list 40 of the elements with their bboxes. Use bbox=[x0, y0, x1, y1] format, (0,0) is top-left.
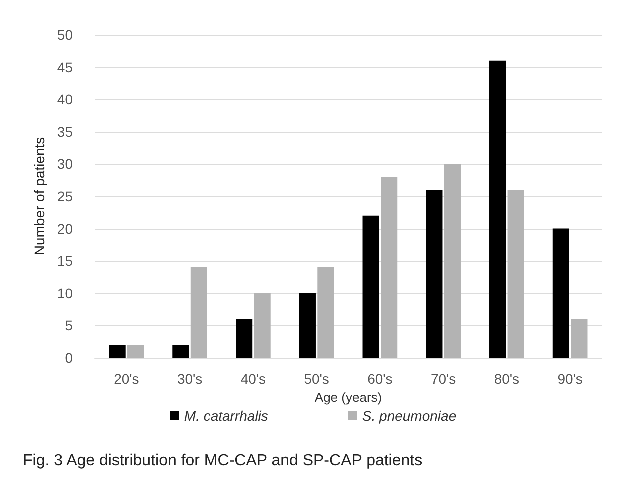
y-tick-label: 35 bbox=[57, 124, 74, 140]
y-tick-label: 10 bbox=[57, 285, 74, 302]
bar bbox=[571, 319, 588, 358]
bar bbox=[552, 228, 570, 358]
bar bbox=[190, 268, 208, 358]
x-axis-title: Age (years) bbox=[314, 390, 382, 405]
y-tick-label: 0 bbox=[65, 350, 74, 366]
bar bbox=[490, 60, 506, 358]
y-tick-label: 25 bbox=[57, 188, 74, 204]
y-axis-title: Number of patients bbox=[32, 137, 48, 256]
text: Fig. 3 Age distribution for MC-CAP and SP-CAP patients bbox=[23, 452, 423, 470]
x-tick-label: 70's bbox=[430, 371, 456, 387]
bar bbox=[444, 164, 461, 358]
bar bbox=[299, 293, 316, 358]
y-tick-label: 15 bbox=[57, 253, 74, 270]
x-tick-label: 40's bbox=[240, 371, 266, 387]
x-tick-label: 30's bbox=[177, 371, 203, 387]
legend-label: M. catarrhalis bbox=[184, 408, 268, 424]
x-tick-label: 20's bbox=[114, 371, 140, 387]
bar bbox=[426, 190, 443, 358]
bar bbox=[508, 190, 524, 358]
x-tick-label: 50's bbox=[304, 371, 330, 387]
y-tick-label: 5 bbox=[65, 318, 74, 334]
bar bbox=[172, 345, 190, 358]
y-tick-label: 40 bbox=[57, 92, 74, 108]
y-tick-label: 50 bbox=[57, 27, 74, 43]
bar bbox=[109, 345, 126, 358]
legend-label: S. pneumoniae bbox=[362, 408, 457, 424]
y-tick-label: 30 bbox=[57, 156, 74, 172]
x-tick-label: 90's bbox=[558, 371, 583, 387]
bar bbox=[236, 319, 253, 358]
bar bbox=[381, 177, 398, 358]
x-tick-label: 80's bbox=[494, 371, 520, 387]
bar bbox=[128, 345, 144, 358]
y-tick-label: 45 bbox=[57, 59, 74, 76]
bar bbox=[254, 293, 271, 358]
x-tick-label: 60's bbox=[368, 371, 393, 387]
bar bbox=[362, 216, 380, 358]
bar bbox=[318, 268, 334, 358]
y-tick-label: 20 bbox=[57, 220, 74, 237]
